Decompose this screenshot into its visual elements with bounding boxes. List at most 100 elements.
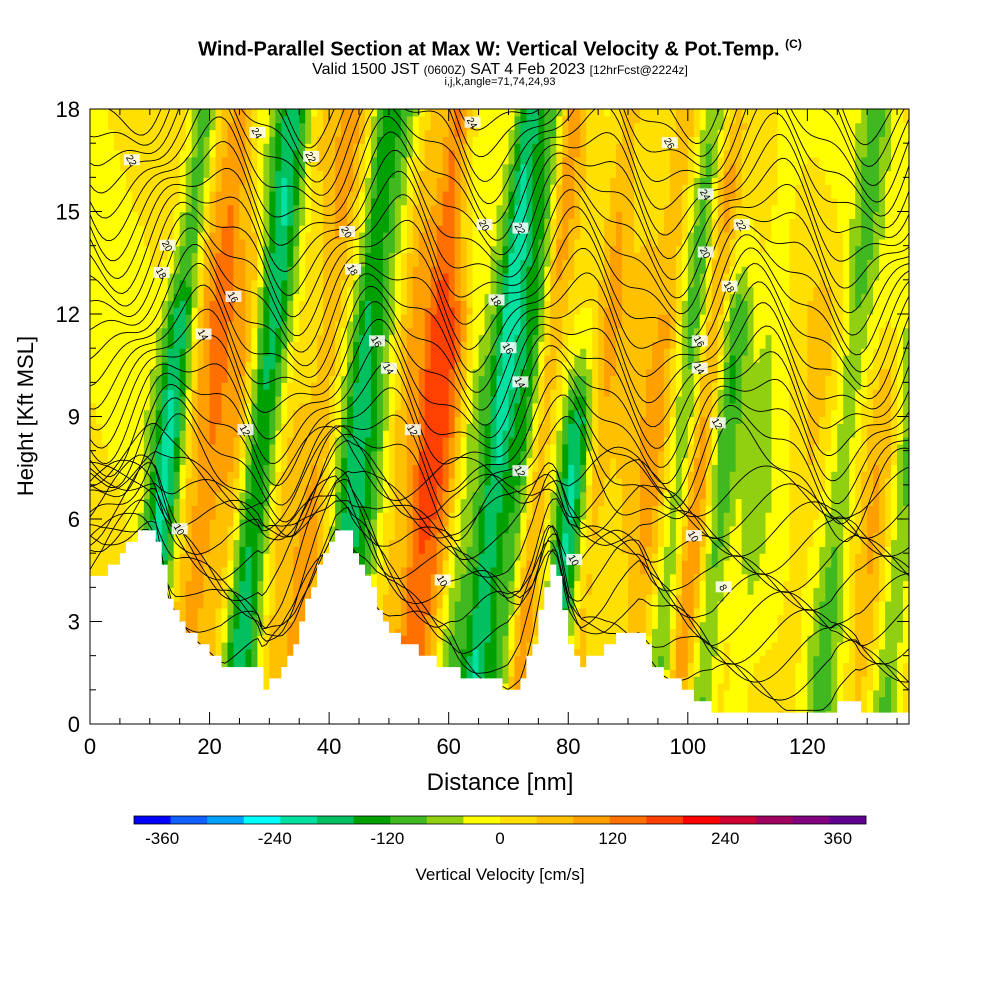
- velocity-cell: [173, 573, 181, 582]
- velocity-cell: [693, 696, 701, 705]
- velocity-cell: [287, 594, 294, 602]
- velocity-cell: [269, 669, 276, 677]
- velocity-cell: [311, 478, 318, 486]
- velocity-cell: [281, 648, 288, 657]
- velocity-cell: [622, 546, 629, 554]
- velocity-cell: [269, 525, 276, 534]
- velocity-cell: [263, 484, 270, 493]
- velocity-cell: [257, 512, 264, 520]
- velocity-cell: [203, 628, 211, 636]
- velocity-cell: [616, 512, 623, 520]
- velocity-cell: [580, 642, 587, 650]
- velocity-cell: [388, 519, 396, 527]
- velocity-cell: [759, 628, 767, 636]
- velocity-cell: [275, 635, 282, 643]
- velocity-cell: [657, 553, 665, 561]
- velocity-cell: [131, 519, 139, 527]
- velocity-cell: [699, 669, 707, 677]
- velocity-cell: [867, 484, 874, 493]
- velocity-cell: [520, 566, 527, 575]
- velocity-cell: [639, 587, 647, 595]
- velocity-cell: [777, 703, 785, 711]
- velocity-cell: [400, 601, 408, 609]
- velocity-cell: [897, 553, 904, 561]
- velocity-cell: [903, 525, 909, 534]
- velocity-cell: [807, 669, 814, 677]
- velocity-cell: [861, 594, 868, 602]
- velocity-cell: [293, 621, 300, 629]
- velocity-cell: [783, 519, 791, 527]
- velocity-cell: [735, 607, 743, 616]
- velocity-cell: [341, 498, 348, 506]
- velocity-cell: [813, 642, 820, 650]
- velocity-cell: [484, 484, 492, 493]
- velocity-cell: [394, 587, 402, 595]
- velocity-cell: [436, 635, 444, 643]
- velocity-cell: [95, 478, 103, 486]
- velocity-cell: [101, 478, 109, 486]
- velocity-cell: [424, 628, 432, 636]
- velocity-cell: [885, 689, 892, 698]
- velocity-cell: [891, 560, 898, 568]
- velocity-cell: [687, 621, 695, 629]
- velocity-cell: [735, 642, 743, 650]
- velocity-cell: [466, 498, 474, 506]
- velocity-cell: [562, 546, 569, 554]
- velocity-cell: [568, 573, 575, 582]
- velocity-cell: [233, 614, 241, 623]
- velocity-cell: [675, 512, 683, 520]
- velocity-cell: [508, 662, 516, 670]
- velocity-cell: [891, 676, 898, 684]
- velocity-cell: [699, 601, 707, 609]
- velocity-cell: [663, 635, 671, 643]
- velocity-cell: [849, 498, 856, 506]
- velocity-cell: [568, 484, 575, 493]
- velocity-cell: [400, 628, 408, 636]
- velocity-cell: [903, 560, 909, 568]
- velocity-cell: [400, 512, 408, 520]
- velocity-cell: [723, 498, 731, 506]
- velocity-cell: [239, 478, 247, 486]
- velocity-cell: [855, 573, 862, 582]
- velocity-cell: [885, 607, 892, 616]
- velocity-cell: [460, 484, 468, 493]
- velocity-cell: [221, 539, 229, 547]
- velocity-cell: [723, 642, 731, 650]
- velocity-cell: [520, 532, 527, 541]
- velocity-cell: [311, 580, 318, 588]
- velocity-cell: [813, 587, 820, 595]
- velocity-cell: [562, 601, 569, 609]
- velocity-cell: [628, 512, 635, 520]
- velocity-cell: [281, 580, 288, 588]
- velocity-cell: [394, 594, 402, 602]
- velocity-cell: [855, 491, 862, 500]
- velocity-cell: [765, 539, 773, 547]
- velocity-cell: [359, 478, 366, 486]
- velocity-cell: [867, 519, 874, 527]
- velocity-cell: [508, 553, 516, 561]
- velocity-cell: [741, 676, 749, 684]
- velocity-cell: [687, 601, 695, 609]
- velocity-cell: [580, 648, 587, 657]
- velocity-cell: [765, 553, 773, 561]
- velocity-cell: [125, 471, 133, 479]
- velocity-cell: [759, 478, 767, 486]
- velocity-cell: [675, 484, 683, 493]
- velocity-cell: [693, 587, 701, 595]
- velocity-cell: [711, 587, 719, 595]
- velocity-cell: [879, 683, 886, 691]
- velocity-cell: [897, 478, 904, 486]
- velocity-cell: [831, 648, 838, 657]
- velocity-cell: [586, 546, 593, 554]
- velocity-cell: [717, 703, 725, 711]
- velocity-cell: [616, 621, 623, 629]
- velocity-cell: [418, 491, 426, 500]
- velocity-cell: [424, 546, 432, 554]
- velocity-cell: [592, 525, 599, 534]
- velocity-cell: [460, 573, 468, 582]
- velocity-cell: [568, 539, 575, 547]
- velocity-cell: [490, 560, 498, 568]
- velocity-cell: [514, 614, 522, 623]
- velocity-cell: [669, 662, 677, 670]
- velocity-cell: [502, 498, 510, 506]
